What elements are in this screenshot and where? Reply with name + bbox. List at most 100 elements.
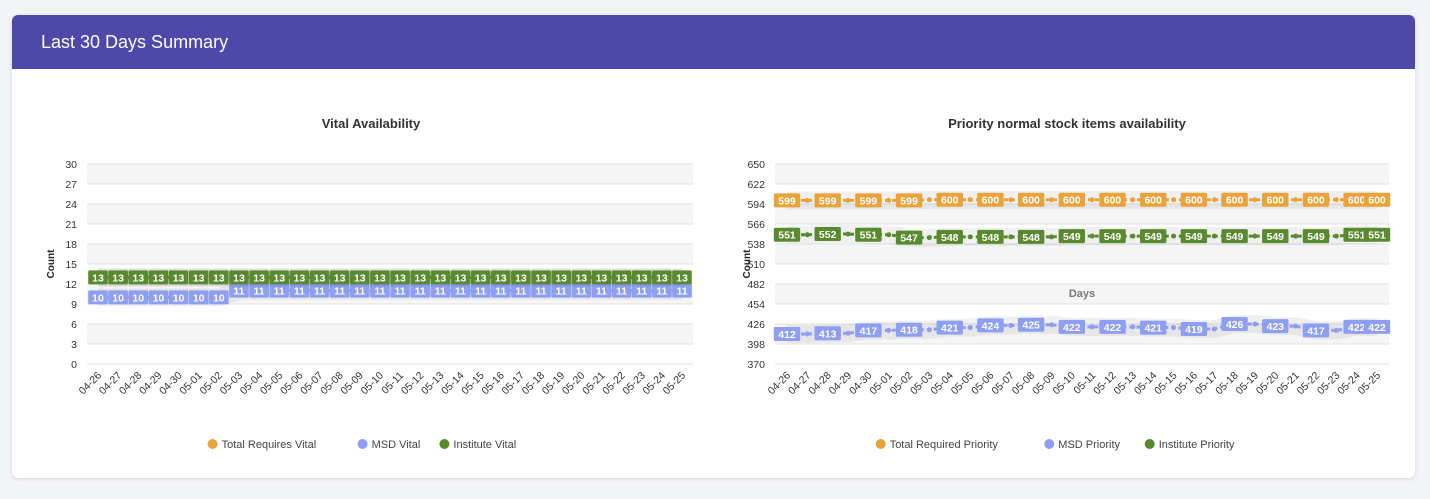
vital-institute-vital-data-label-bg (329, 270, 350, 285)
vital-legend-swatch-total-requires-vital (207, 439, 218, 449)
vital-legend-swatch-msd-vital (357, 439, 368, 449)
vital-msd-vital-data-label-bg (370, 283, 390, 298)
vital-msd-vital-data-label-bg (108, 290, 128, 305)
vital-msd-vital-data-label: 11 (636, 286, 647, 298)
vital-msd-vital-data-label: 11 (395, 286, 406, 298)
vital-msd-vital-data-label-bg (450, 283, 471, 298)
priority-total-required-priority-data-label: 600 (982, 195, 1000, 207)
vital-msd-vital-data-label: 11 (556, 286, 567, 298)
priority-total-required-priority-data-label: 600 (1267, 195, 1285, 207)
priority-xtick-label: 05-25 (1356, 370, 1384, 398)
priority-total-required-priority-data-label-bg (895, 193, 923, 208)
priority-msd-priority-point (967, 325, 973, 331)
priority-msd-priority-point (1171, 325, 1177, 331)
vital-institute-vital-data-label: 13 (253, 272, 265, 284)
priority-institute-priority-data-label-bg (977, 229, 1004, 244)
priority-title: Priority normal stock items availability (948, 116, 1186, 131)
vital-institute-vital-data-label: 13 (213, 272, 225, 284)
vital-institute-vital-data-label-bg (249, 270, 269, 285)
vital-msd-vital-data-label-bg (329, 283, 350, 298)
vital-institute-vital-data-label: 13 (676, 272, 688, 284)
vital-msd-vital-data-label: 11 (596, 286, 607, 298)
vital-institute-vital-data-label-bg (490, 270, 511, 285)
vital-institute-vital-data-label-bg (88, 270, 108, 285)
priority-msd-priority-data-label: 424 (982, 320, 1000, 332)
priority-ytick-label: 426 (747, 319, 765, 331)
priority-msd-priority-data-label-bg (773, 327, 801, 341)
vital-legend-swatch-institute-vital (439, 439, 450, 449)
vital-msd-vital-data-label-bg (490, 283, 511, 298)
priority-total-required-priority-point (1008, 197, 1014, 203)
priority-institute-priority-data-label-bg (1017, 229, 1045, 244)
vital-institute-vital-data-label-bg (309, 270, 330, 285)
priority-total-required-priority-data-label: 600 (1022, 195, 1040, 207)
priority-msd-priority-data-label-bg (814, 326, 841, 341)
vital-grid-band (87, 324, 693, 344)
priority-total-required-priority-data-label-bg (855, 193, 882, 208)
vital-msd-vital-data-label: 11 (475, 286, 486, 298)
vital-ytick-label: 24 (65, 199, 77, 211)
priority-institute-priority-data-label: 551 (778, 230, 796, 242)
priority-msd-priority-data-label: 422 (1104, 322, 1122, 334)
priority-grid-band (775, 164, 1389, 184)
vital-msd-vital-data-label-bg (309, 283, 330, 298)
vital-msd-vital-data-label: 11 (676, 286, 687, 298)
priority-legend-label-msd-priority: MSD Priority (1058, 439, 1120, 451)
vital-msd-vital-data-label-bg (511, 283, 531, 298)
priority-msd-priority-point (1333, 327, 1339, 333)
vital-msd-vital-data-label: 10 (92, 292, 104, 304)
vital-msd-vital-data-label-bg (470, 283, 491, 298)
vital-msd-vital-data-label: 11 (233, 286, 244, 298)
vital-msd-vital-data-label-bg (410, 283, 431, 298)
vital-institute-vital-data-label: 13 (555, 272, 567, 284)
priority-availability-chart: Priority normal stock items availability… (712, 69, 1415, 478)
vital-institute-vital-data-label-bg (148, 270, 169, 285)
priority-institute-priority-point (804, 232, 810, 238)
priority-institute-priority-data-label-bg (814, 227, 841, 241)
priority-total-required-priority-data-label-bg (1302, 192, 1330, 207)
priority-institute-priority-data-label-bg (1363, 227, 1391, 242)
priority-institute-priority-point (845, 231, 851, 237)
priority-institute-priority-data-label: 549 (1185, 231, 1203, 243)
priority-institute-priority-data-label: 549 (1226, 231, 1244, 243)
vital-institute-vital-data-label: 13 (112, 272, 124, 284)
priority-institute-priority-data-label-bg (1302, 229, 1330, 244)
vital-legend-label-total-requires-vital: Total Requires Vital (222, 439, 317, 451)
priority-institute-priority-point (1333, 233, 1339, 239)
priority-total-required-priority-data-label: 600 (1144, 195, 1162, 207)
priority-institute-priority-data-label-bg (1343, 227, 1370, 242)
vital-institute-vital-data-label: 13 (92, 272, 104, 284)
card-header: Last 30 Days Summary (12, 15, 1415, 69)
priority-msd-priority-data-label-bg (855, 323, 882, 338)
priority-total-required-priority-data-label-bg (1058, 192, 1086, 207)
priority-msd-priority-data-label: 417 (860, 325, 878, 337)
priority-institute-priority-data-label-bg (1140, 229, 1167, 244)
vital-institute-vital-data-label: 13 (455, 272, 467, 284)
priority-institute-priority-point (1008, 234, 1014, 240)
vital-msd-vital-data-label: 10 (132, 292, 144, 304)
vital-msd-vital-data-label-bg (652, 283, 672, 298)
vital-msd-vital-data-label-bg (168, 290, 189, 305)
vital-msd-vital-data-label-bg (269, 283, 290, 298)
priority-msd-priority-data-label-bg (1262, 319, 1289, 334)
vital-institute-vital-data-label-bg (229, 270, 249, 285)
vital-msd-vital-data-label-bg (289, 283, 310, 298)
priority-msd-priority-point (1089, 324, 1095, 330)
priority-institute-priority-point (1130, 233, 1136, 239)
priority-total-required-priority-data-label: 600 (1104, 195, 1122, 207)
vital-xtick-label: 05-10 (359, 370, 387, 398)
priority-total-required-priority-data-label: 600 (1348, 195, 1366, 207)
vital-grid-band (87, 204, 693, 224)
vital-institute-vital-data-label-bg (188, 270, 209, 285)
priority-msd-priority-point (845, 330, 851, 336)
priority-institute-priority-data-label: 549 (1104, 231, 1122, 243)
vital-institute-vital-data-label: 13 (495, 272, 507, 284)
vital-ytick-label: 18 (65, 239, 77, 251)
vital-institute-vital-data-label-bg (450, 270, 471, 285)
priority-institute-priority-point (1252, 233, 1258, 239)
priority-institute-priority-data-label-bg (1180, 229, 1208, 244)
priority-total-required-priority-data-label-bg (1180, 192, 1208, 207)
priority-legend-swatch-institute-priority (1144, 439, 1155, 449)
vital-msd-vital-data-label: 11 (495, 286, 506, 298)
priority-institute-priority-data-label-bg (895, 230, 923, 245)
